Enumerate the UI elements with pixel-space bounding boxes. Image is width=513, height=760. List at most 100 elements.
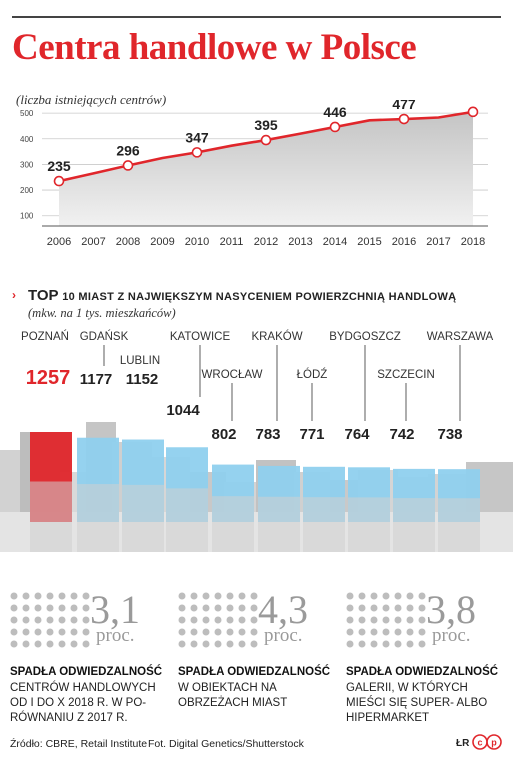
y-tick-label: 400 [20, 135, 34, 144]
data-point [398, 113, 410, 125]
bar-value-label: 738 [437, 426, 462, 443]
page-title: Centra handlowe w Polsce [12, 27, 417, 68]
x-tick-label: 2009 [150, 236, 174, 248]
bar-value-label: 764 [344, 426, 370, 443]
source-note: Źródło: CBRE, Retail Institute [10, 738, 148, 750]
bar-value-label: 1257 [26, 367, 71, 389]
data-label: 446 [323, 104, 347, 120]
x-tick-label: 2007 [81, 236, 105, 248]
x-tick-label: 2013 [288, 236, 312, 248]
stat-unit: proc. [96, 625, 135, 646]
bar-shade [166, 488, 208, 552]
dot-grid-icon [346, 592, 426, 648]
bar-shade [258, 496, 300, 552]
city-label: LUBLIN [120, 355, 160, 367]
section2-subtitle: (mkw. na 1 tys. mieszkańców) [28, 306, 176, 320]
stat-description-line: CENTRÓW HANDLOWYCH [10, 682, 156, 694]
data-label: 477 [392, 100, 416, 112]
line-chart: 100 200 300 400 500 2006 2007 2008 2009 2010 2011 2… [20, 100, 489, 248]
data-label: 347 [185, 129, 209, 145]
bar-shade [438, 498, 480, 552]
line-area [59, 111, 473, 226]
bar-shade [393, 498, 435, 552]
dot-grid-icon [10, 592, 90, 648]
building [0, 512, 513, 552]
data-point [329, 121, 341, 133]
bar-shade [30, 481, 72, 552]
bar-value-label: 802 [211, 426, 236, 443]
bar-value-label: 771 [299, 426, 324, 443]
bar-shade [212, 496, 254, 552]
stat-unit: proc. [264, 625, 303, 646]
section-marker-icon: › [12, 288, 16, 302]
city-label: WARSZAWA [427, 331, 494, 343]
x-tick-label: 2016 [392, 236, 416, 248]
x-tick-label: 2014 [323, 236, 347, 248]
x-tick-label: 2012 [254, 236, 278, 248]
author-initials: ŁR [456, 738, 470, 749]
city-label: KRAKÓW [251, 330, 302, 343]
stat-description-line: RÓWNANIU Z 2017 R. [10, 712, 128, 724]
bar-shade [348, 497, 390, 552]
city-label: WROCŁAW [202, 369, 263, 381]
y-tick-label: 100 [20, 212, 34, 221]
bar-shade [303, 497, 345, 552]
rp-logo-icon: c p [472, 734, 502, 750]
stat-description-line: OBRZEŻACH MIAST [178, 697, 288, 709]
city-label: POZNAŃ [21, 330, 69, 343]
stat-description-line: OD I DO X 2018 R. W PO- [10, 697, 147, 709]
svg-text:c: c [477, 738, 482, 748]
data-label: 296 [116, 142, 140, 158]
bar-shade [77, 484, 119, 552]
stat-heading: SPADŁA ODWIEDZALNOŚĆ [346, 666, 499, 678]
stat-description-line: GALERII, W KTÓRYCH [346, 682, 468, 694]
stat-value: 3,8 [426, 587, 476, 632]
x-tick-label: 2011 [220, 236, 244, 248]
bar-shade [122, 484, 164, 552]
x-tick-label: 2017 [426, 236, 450, 248]
x-tick-label: 2006 [47, 236, 71, 248]
photo-credit: Fot. Digital Genetics/Shutterstock [148, 738, 304, 750]
y-tick-label: 300 [20, 160, 34, 169]
chart-subtitle: (liczba istniejących centrów) [16, 92, 167, 107]
dot-grid-icon [178, 592, 258, 648]
bar-value-label: 783 [255, 426, 280, 443]
x-tick-label: 2010 [185, 236, 209, 248]
stat-value: 4,3 [258, 587, 308, 632]
svg-text:p: p [491, 738, 497, 748]
stat-heading: SPADŁA ODWIEDZALNOŚĆ [10, 666, 163, 678]
data-point [53, 175, 65, 187]
section2-title: TOP 10 MIAST Z NAJWIĘKSZYM NASYCENIEM PO… [28, 287, 456, 304]
stat-description-line: W OBIEKTACH NA [178, 682, 277, 694]
y-tick-label: 500 [20, 109, 34, 118]
bar-value-label: 742 [389, 426, 414, 443]
stat-description-line: HIPERMARKET [346, 712, 430, 724]
data-label: 395 [254, 117, 278, 133]
section2-title-rest: 10 MIAST Z NAJWIĘKSZYM NASYCENIEM POWIER… [62, 291, 457, 303]
data-label: 505 [453, 100, 489, 106]
x-tick-label: 2018 [461, 236, 485, 248]
x-tick-label: 2008 [116, 236, 140, 248]
stat-description-line: MIEŚCI SIĘ SUPER- ALBO [346, 697, 488, 709]
stat-unit: proc. [432, 625, 471, 646]
city-label: GDAŃSK [80, 330, 129, 343]
data-point [467, 106, 479, 118]
x-tick-label: 2015 [357, 236, 381, 248]
bar-value-label: 1152 [126, 371, 159, 388]
data-point [191, 147, 203, 158]
city-label: BYDGOSZCZ [329, 331, 401, 343]
stat-heading: SPADŁA ODWIEDZALNOŚĆ [178, 666, 331, 678]
city-label: ŁÓDŹ [297, 368, 328, 381]
data-point [122, 160, 134, 171]
city-label: SZCZECIN [377, 369, 435, 381]
top-rule [12, 16, 501, 18]
section2-title-top: TOP [28, 287, 59, 304]
data-label: 235 [47, 158, 71, 174]
stat-value: 3,1 [90, 587, 140, 632]
city-label: KATOWICE [170, 331, 231, 343]
city-bar-chart: POZNAŃ 1257 GDAŃSK 1177 LUBLIN 1152 KATOWICE 10… [0, 330, 513, 552]
bar-value-label: 1044 [166, 402, 200, 419]
data-point [260, 134, 272, 146]
y-tick-label: 200 [20, 186, 34, 195]
bar-value-label: 1177 [80, 371, 113, 388]
